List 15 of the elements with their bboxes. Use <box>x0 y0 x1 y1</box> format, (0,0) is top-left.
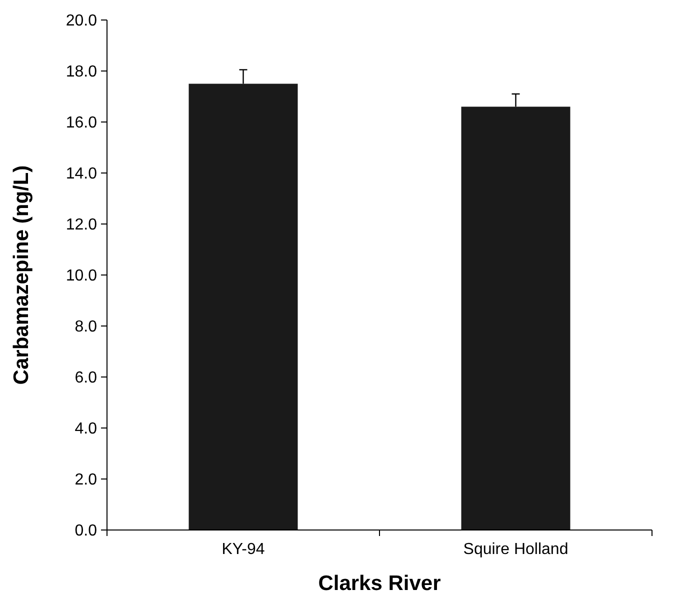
y-tick-label: 16.0 <box>66 114 98 132</box>
y-tick-label: 8.0 <box>74 318 98 336</box>
y-tick-label: 12.0 <box>66 216 98 234</box>
y-tick-label: 18.0 <box>66 64 98 81</box>
x-axis-title: Clarks River <box>318 572 441 595</box>
y-tick-label: 20.0 <box>66 12 98 30</box>
y-tick-label: 14.0 <box>66 166 98 183</box>
y-tick-label: 4.0 <box>74 420 98 438</box>
y-axis-title: Carbamazepine (ng/L) <box>10 165 33 385</box>
x-tick-label: KY-94 <box>222 541 265 558</box>
y-tick-label: 2.0 <box>74 472 98 489</box>
x-tick-label: Squire Holland <box>463 541 568 558</box>
y-tick-label: 0.0 <box>74 522 98 540</box>
y-tick-label: 10.0 <box>66 268 98 285</box>
y-tick-label: 6.0 <box>74 370 98 387</box>
